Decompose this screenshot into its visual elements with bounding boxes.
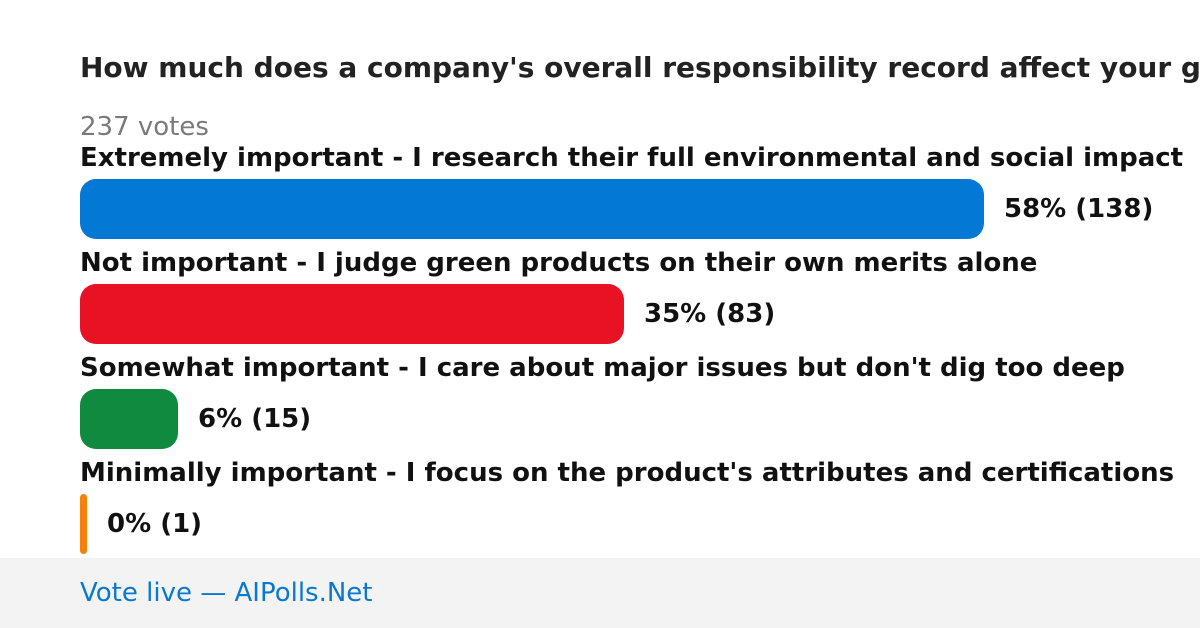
poll-card: How much does a company's overall respon… <box>80 51 1200 558</box>
poll-option: Minimally important - I focus on the pro… <box>80 458 1200 558</box>
result-percent: 35% (83) <box>644 299 776 329</box>
option-label: Minimally important - I focus on the pro… <box>80 458 1175 488</box>
result-bar <box>80 179 984 239</box>
option-label: Not important - I judge green products o… <box>80 248 1038 278</box>
footer: Vote live — AIPolls.Net <box>0 558 1200 628</box>
option-label: Somewhat important - I care about major … <box>80 353 1125 383</box>
poll-question: How much does a company's overall respon… <box>80 51 1200 84</box>
result-bar <box>80 494 87 554</box>
result-percent: 0% (1) <box>107 509 203 539</box>
vote-live-link[interactable]: Vote live — AIPolls.Net <box>80 578 373 608</box>
result-bar <box>80 284 624 344</box>
result-bar <box>80 389 178 449</box>
vote-count: 237 votes <box>80 112 209 142</box>
poll-option: Not important - I judge green products o… <box>80 248 1200 353</box>
poll-option: Extremely important - I research their f… <box>80 143 1200 248</box>
result-percent: 6% (15) <box>198 404 312 434</box>
result-percent: 58% (138) <box>1004 194 1154 224</box>
option-label: Extremely important - I research their f… <box>80 143 1184 173</box>
poll-option: Somewhat important - I care about major … <box>80 353 1200 458</box>
